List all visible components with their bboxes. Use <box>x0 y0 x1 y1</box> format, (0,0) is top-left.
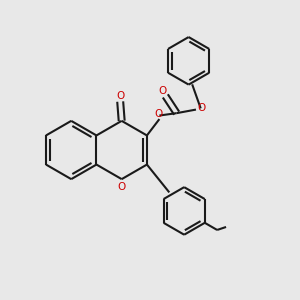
Text: O: O <box>197 103 206 113</box>
Text: O: O <box>154 109 163 119</box>
Text: O: O <box>158 85 166 96</box>
Text: O: O <box>118 182 126 192</box>
Text: O: O <box>116 91 124 101</box>
